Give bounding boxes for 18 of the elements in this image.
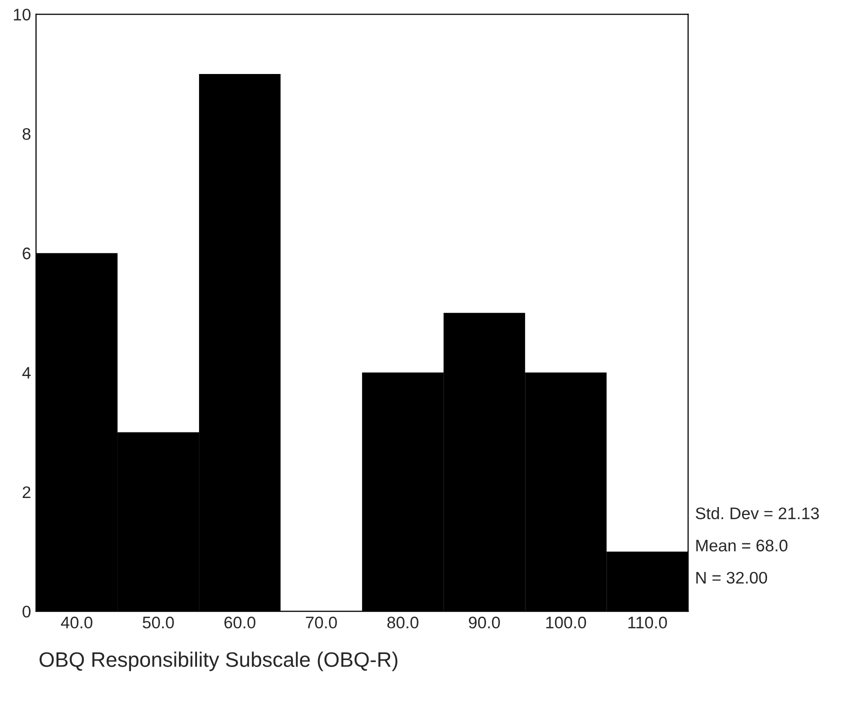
y-tick-label: 10: [14, 8, 31, 21]
x-tick-label: 70.0: [306, 616, 337, 628]
x-tick-label: 60.0: [224, 616, 256, 628]
x-axis-title: OBQ Responsibility Subscale (OBQ-R): [40, 652, 398, 672]
text: N = 32.00: [696, 572, 768, 584]
y-tick-label: 6: [22, 248, 30, 260]
text: Mean = 68.0: [696, 540, 788, 552]
x-tick-label: 110.0: [628, 616, 667, 628]
y-tick-label: 2: [22, 486, 30, 498]
x-tick-label: 100.0: [546, 616, 586, 628]
x-tick-label: 50.0: [142, 616, 174, 628]
x-tick-label: 90.0: [468, 616, 500, 628]
x-tick-label: 40.0: [60, 616, 92, 628]
y-tick-label: 8: [22, 128, 30, 140]
x-tick-label: 80.0: [387, 616, 418, 628]
text: Std. Dev = 21.13: [696, 507, 819, 520]
y-tick-label: 0: [22, 606, 31, 618]
y-tick-label: 4: [22, 367, 31, 379]
